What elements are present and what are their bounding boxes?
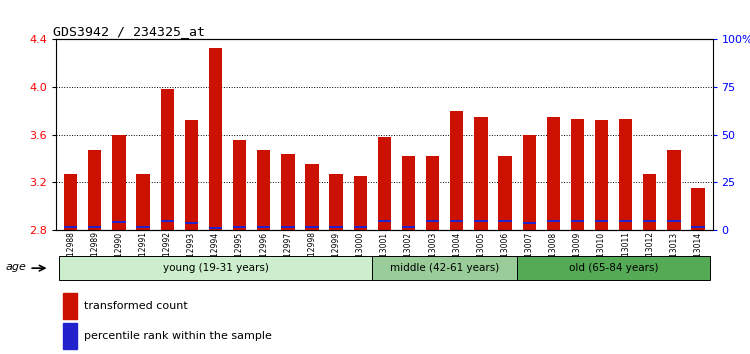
Bar: [619, 220, 632, 222]
Bar: [644, 174, 656, 230]
Bar: [595, 220, 608, 222]
Bar: [668, 150, 680, 230]
Bar: [88, 150, 101, 230]
Text: GDS3942 / 234325_at: GDS3942 / 234325_at: [53, 25, 205, 38]
Bar: [257, 226, 271, 228]
Bar: [523, 135, 536, 230]
Bar: [426, 156, 439, 230]
Bar: [692, 226, 705, 228]
Text: young (19-31 years): young (19-31 years): [163, 263, 268, 273]
Bar: [160, 89, 174, 230]
Text: transformed count: transformed count: [84, 301, 188, 311]
Bar: [63, 293, 77, 319]
Text: percentile rank within the sample: percentile rank within the sample: [84, 331, 272, 341]
Bar: [64, 226, 77, 228]
Bar: [402, 226, 416, 228]
Bar: [353, 176, 367, 230]
Bar: [329, 174, 343, 230]
Bar: [112, 221, 125, 223]
Bar: [209, 227, 222, 229]
Bar: [692, 188, 705, 230]
Bar: [63, 324, 77, 349]
Bar: [136, 174, 150, 230]
Bar: [58, 256, 372, 280]
Bar: [160, 220, 174, 222]
Bar: [402, 156, 416, 230]
Bar: [378, 137, 391, 230]
Bar: [305, 164, 319, 230]
Bar: [644, 220, 656, 222]
Bar: [353, 226, 367, 228]
Text: middle (42-61 years): middle (42-61 years): [390, 263, 500, 273]
Bar: [184, 222, 198, 224]
Bar: [329, 226, 343, 228]
Text: age: age: [6, 262, 26, 272]
Bar: [88, 226, 101, 228]
Bar: [281, 226, 295, 228]
Bar: [474, 220, 488, 222]
Bar: [426, 220, 439, 222]
Bar: [233, 226, 246, 228]
Bar: [233, 141, 246, 230]
Bar: [281, 154, 295, 230]
Bar: [450, 111, 464, 230]
Bar: [498, 220, 512, 222]
Bar: [571, 220, 584, 222]
Bar: [474, 116, 488, 230]
Bar: [378, 220, 391, 222]
Bar: [372, 256, 517, 280]
Bar: [257, 150, 271, 230]
Bar: [498, 156, 512, 230]
Bar: [112, 135, 125, 230]
Bar: [547, 116, 560, 230]
Bar: [523, 222, 536, 224]
Bar: [571, 119, 584, 230]
Bar: [619, 119, 632, 230]
Bar: [668, 220, 680, 222]
Bar: [450, 220, 464, 222]
Bar: [64, 174, 77, 230]
Bar: [136, 226, 150, 228]
Bar: [517, 256, 710, 280]
Bar: [209, 48, 222, 230]
Bar: [305, 226, 319, 228]
Text: old (65-84 years): old (65-84 years): [568, 263, 658, 273]
Bar: [547, 220, 560, 222]
Bar: [184, 120, 198, 230]
Bar: [595, 120, 608, 230]
